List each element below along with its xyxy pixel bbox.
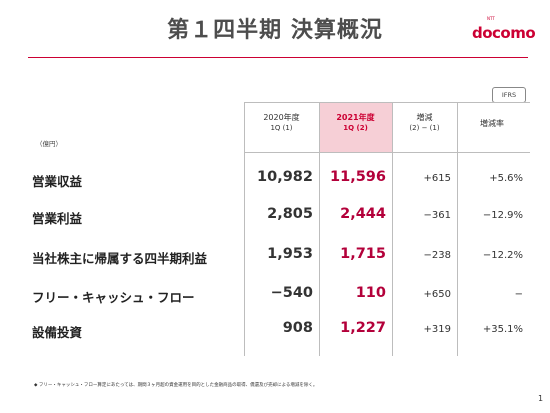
table-divider: [244, 102, 245, 356]
row-label: 設備投資: [32, 325, 83, 340]
row-label: 営業利益: [32, 211, 83, 226]
cell-2020: 10,982: [257, 169, 313, 185]
cell-rate: −12.9%: [482, 210, 523, 221]
cell-2021: 1,715: [340, 246, 386, 262]
cell-2020: 2,805: [267, 206, 313, 222]
row-label: 営業収益: [32, 174, 83, 189]
cell-rate: −: [514, 289, 523, 300]
page-number: 1: [538, 394, 544, 403]
cell-2020: 908: [282, 320, 313, 336]
column-header-label: 増減率: [480, 119, 504, 128]
cell-rate: +35.1%: [482, 324, 523, 335]
cell-diff: +650: [423, 289, 451, 300]
cell-diff: −361: [423, 210, 451, 221]
column-header-sub: 1Q (1): [270, 124, 293, 132]
column-header-2020: 2020年度 1Q (1): [244, 112, 319, 134]
table-divider: [392, 102, 393, 356]
table-divider: [244, 152, 530, 153]
page-title: 第１四半期 決算概況: [167, 18, 383, 43]
title-divider: [28, 57, 528, 58]
table-divider: [319, 102, 320, 356]
cell-diff: −238: [423, 250, 451, 261]
column-header-diff: 増減 (2) − (1): [392, 112, 457, 134]
cell-rate: +5.6%: [489, 173, 523, 184]
cell-2020: −540: [270, 285, 313, 301]
cell-rate: −12.2%: [482, 250, 523, 261]
row-label: 当社株主に帰属する四半期利益: [32, 251, 208, 266]
cell-2020: 1,953: [267, 246, 313, 262]
footnote: ◆ フリー・キャッシュ・フロー算定にあたっては、期間３ヶ月超の資金運用を目的とし…: [34, 383, 318, 388]
row-label: フリー・キャッシュ・フロー: [32, 290, 195, 305]
cell-2021: 110: [355, 285, 386, 301]
column-header-sub: 1Q (2): [343, 124, 368, 132]
column-header-sub: (2) − (1): [409, 124, 440, 132]
cell-diff: +319: [423, 324, 451, 335]
column-header-rate: 増減率: [457, 118, 527, 129]
unit-label: （億円）: [36, 140, 62, 148]
cell-diff: +615: [423, 173, 451, 184]
highlight-column-header: [319, 102, 392, 152]
cell-2021: 1,227: [340, 320, 386, 336]
docomo-logo: docomo: [472, 24, 536, 42]
cell-2021: 11,596: [330, 169, 386, 185]
column-header-label: 増減: [416, 113, 433, 122]
table-divider: [457, 102, 458, 356]
table-divider: [244, 102, 530, 103]
column-header-label: 2021年度: [336, 113, 375, 122]
logo-prefix: NTT: [487, 16, 495, 21]
ifrs-badge: IFRS: [492, 87, 526, 103]
column-header-label: 2020年度: [263, 113, 300, 122]
cell-2021: 2,444: [340, 206, 386, 222]
column-header-2021: 2021年度 1Q (2): [319, 112, 392, 134]
